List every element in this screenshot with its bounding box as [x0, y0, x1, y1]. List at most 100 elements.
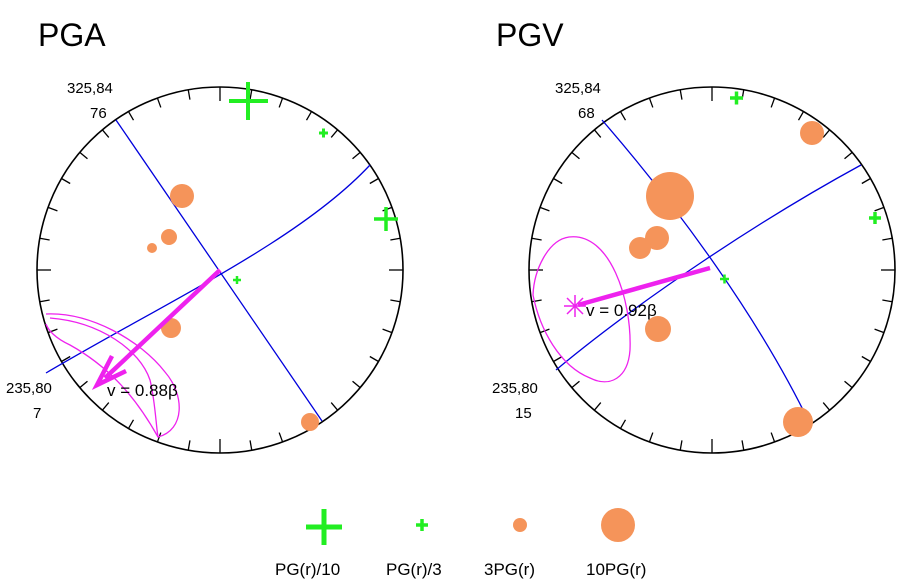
residual-circle — [800, 121, 824, 145]
residual-circle — [170, 184, 194, 208]
legend-label: PG(r)/10 — [275, 560, 340, 579]
tick-mark — [382, 328, 393, 334]
velocity-arrowhead — [91, 354, 127, 390]
tick-mark — [39, 299, 50, 303]
residual-cross — [869, 212, 881, 224]
tick-mark — [305, 111, 313, 121]
tick-mark — [571, 380, 580, 389]
tick-mark — [47, 206, 58, 212]
nodal-plane-1 — [601, 119, 811, 425]
residual-cross — [233, 276, 241, 284]
tick-mark — [619, 419, 627, 429]
tick-mark — [874, 328, 885, 334]
residual-cross — [229, 82, 268, 120]
tick-mark — [61, 355, 71, 363]
plane2-sub: 15 — [515, 405, 532, 422]
residual-circle — [646, 172, 694, 220]
tick-mark — [101, 129, 110, 138]
tick-mark — [127, 419, 135, 429]
tick-mark — [553, 177, 563, 185]
tick-mark — [249, 89, 253, 100]
tick-mark — [187, 89, 191, 100]
tick-mark — [874, 206, 885, 212]
tick-mark — [822, 402, 831, 411]
tick-mark — [797, 111, 805, 121]
legend: PG(r)/10 PG(r)/3 3PG(r) 10PG(r) — [275, 508, 646, 579]
plane1-sub: 68 — [578, 105, 595, 122]
tick-mark — [882, 237, 893, 241]
stereonet-circle — [528, 86, 896, 454]
directivity-contour — [532, 236, 631, 383]
tick-mark — [156, 97, 162, 108]
nodal-plane-2 — [555, 164, 862, 371]
directivity-contour-inner — [49, 317, 159, 438]
tick-mark — [539, 206, 550, 212]
tick-mark — [770, 97, 776, 108]
residual-circle — [645, 226, 669, 250]
velocity-label: v = 0.88β — [107, 381, 178, 400]
tick-mark — [278, 432, 284, 443]
plane2-label: 235,80 — [6, 380, 52, 397]
legend-plus-large-icon — [306, 509, 342, 545]
panel-pga: PGA 325,84 76 235,80 — [6, 17, 404, 454]
residual-cross — [730, 91, 743, 105]
plane2-sub: 7 — [33, 405, 41, 422]
tick-mark — [79, 380, 88, 389]
panel-title: PGV — [496, 17, 564, 53]
velocity-asterisk — [564, 295, 586, 317]
tick-mark — [593, 129, 602, 138]
tick-mark — [553, 355, 563, 363]
plane1-sub: 76 — [90, 105, 107, 122]
tick-mark — [679, 89, 683, 100]
tick-mark — [369, 177, 379, 185]
residual-circle — [783, 407, 813, 437]
tick-mark — [47, 328, 58, 334]
residual-circle — [147, 243, 157, 253]
legend-plus-small-icon — [416, 519, 428, 531]
tick-mark — [861, 355, 871, 363]
tick-mark — [770, 432, 776, 443]
tick-mark — [882, 299, 893, 303]
residual-circle — [629, 237, 651, 259]
plane1-label: 325,84 — [67, 80, 113, 97]
tick-mark — [648, 97, 654, 108]
velocity-arrow — [103, 268, 222, 380]
tick-mark — [844, 151, 853, 160]
tick-mark — [648, 432, 654, 443]
residual-cross — [374, 207, 398, 231]
tick-mark — [249, 440, 253, 451]
tick-mark — [571, 151, 580, 160]
legend-circle-small-icon — [513, 518, 527, 532]
velocity-arrow — [577, 265, 711, 308]
tick-mark — [390, 237, 401, 241]
velocity-label: v = 0.92β — [586, 301, 657, 320]
legend-label: PG(r)/3 — [386, 560, 442, 579]
tick-mark — [822, 129, 831, 138]
legend-label: 10PG(r) — [586, 560, 646, 579]
tick-mark — [844, 380, 853, 389]
tick-mark — [369, 355, 379, 363]
tick-mark — [127, 111, 135, 121]
residual-circle — [645, 316, 671, 342]
residual-cross — [319, 128, 328, 138]
tick-mark — [619, 111, 627, 121]
tick-mark — [531, 237, 542, 241]
panel-pgv: PGV 325,84 — [492, 17, 896, 454]
tick-mark — [278, 97, 284, 108]
tick-mark — [79, 151, 88, 160]
tick-mark — [352, 151, 361, 160]
tick-mark — [330, 129, 339, 138]
tick-mark — [861, 177, 871, 185]
tick-mark — [352, 380, 361, 389]
tick-mark — [39, 237, 50, 241]
tick-mark — [330, 402, 339, 411]
plane2-label: 235,80 — [492, 380, 538, 397]
residual-circle — [301, 413, 319, 431]
plane1-label: 325,84 — [555, 80, 601, 97]
panel-title: PGA — [38, 17, 106, 53]
tick-mark — [531, 299, 542, 303]
tick-mark — [679, 440, 683, 451]
stereonet-ticks — [529, 87, 895, 453]
nodal-plane-2 — [45, 164, 371, 374]
